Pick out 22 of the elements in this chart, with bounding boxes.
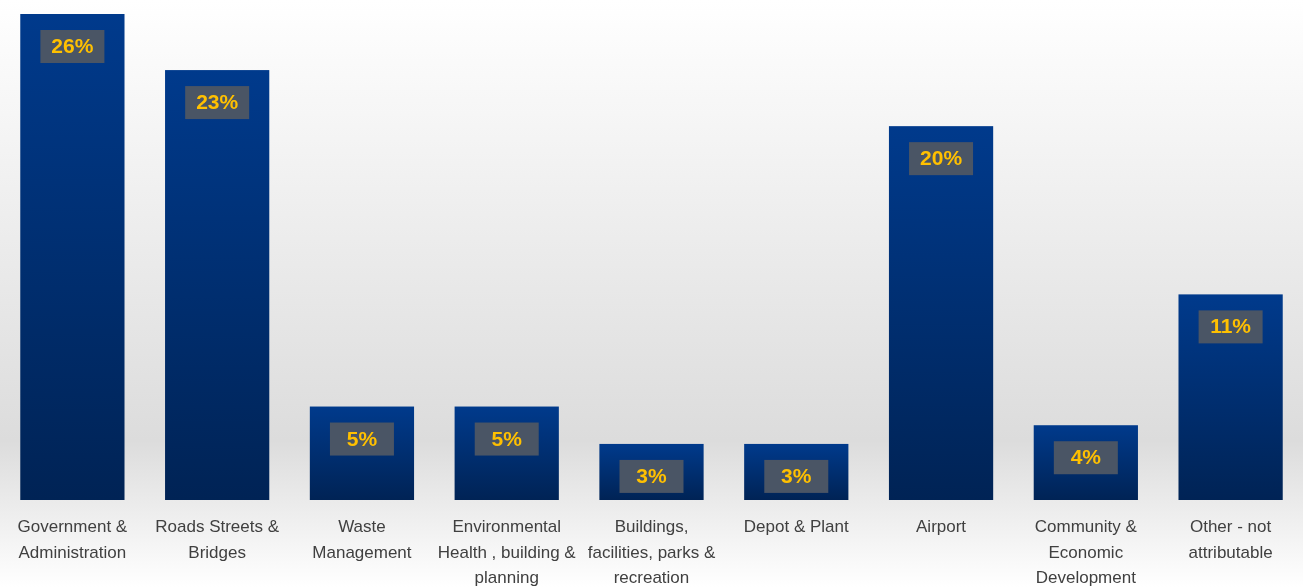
bar — [1178, 294, 1283, 500]
x-tick-label: Other - not attributable — [1188, 517, 1273, 562]
data-label: 23% — [196, 90, 239, 114]
x-tick-label: Buildings, facilities, parks & recreation — [587, 517, 716, 587]
x-tick-label: Airport — [916, 517, 967, 536]
data-label: 3% — [636, 463, 667, 487]
bar — [888, 126, 994, 500]
data-label: 4% — [1070, 445, 1102, 469]
data-label: 26% — [51, 34, 94, 57]
data-label: 5% — [346, 426, 378, 450]
data-label: 11% — [1210, 314, 1252, 338]
data-label: 5% — [491, 426, 523, 450]
x-tick-label: Waste Management — [312, 517, 412, 562]
bar — [165, 70, 270, 500]
bar — [20, 14, 125, 500]
data-label: 20% — [920, 146, 963, 170]
data-label: 3% — [781, 463, 812, 487]
x-tick-label: Government & Administration — [17, 517, 128, 562]
x-tick-label: Depot & Plant — [743, 517, 849, 536]
x-tick-label: Environmental Health , building & planning — [437, 517, 577, 587]
x-tick-label: Community & Economic Development — [1034, 517, 1138, 587]
x-tick-label: Roads Streets & Bridges — [155, 517, 280, 562]
